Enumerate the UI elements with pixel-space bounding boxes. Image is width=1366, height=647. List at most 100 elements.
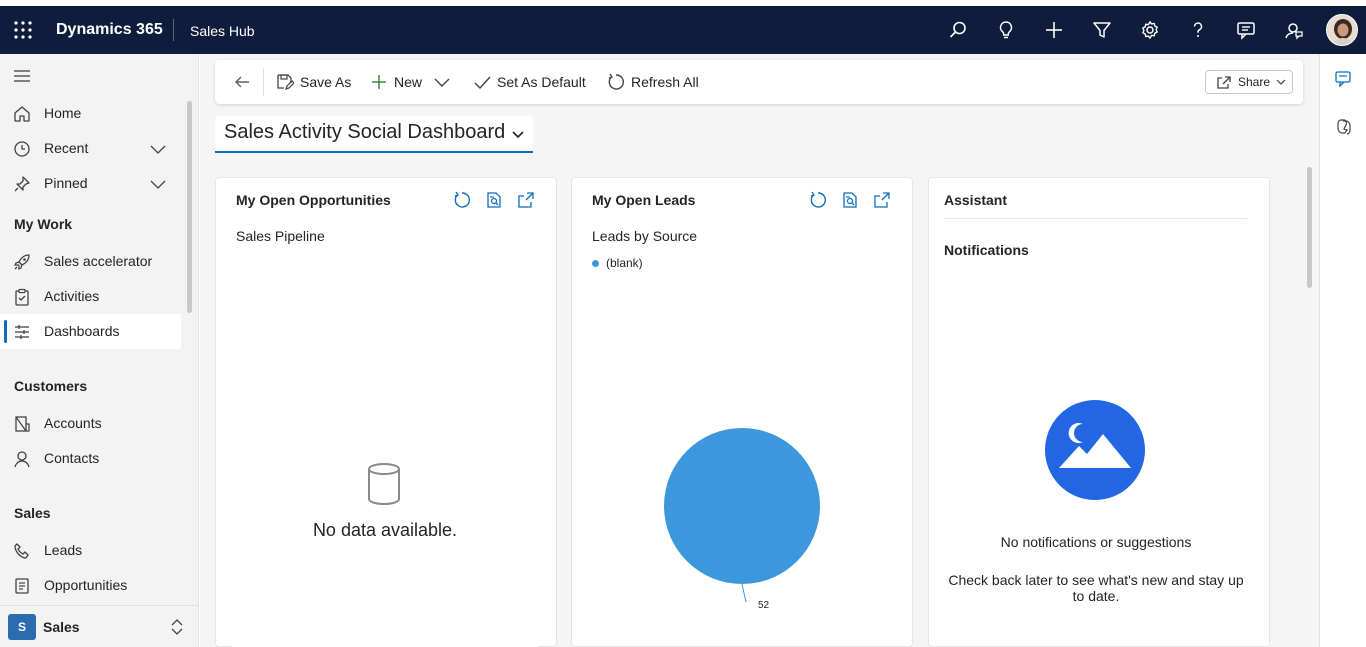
app-name[interactable]: Sales Hub (190, 23, 255, 39)
dashboard-title: Sales Activity Social Dashboard (224, 121, 506, 143)
home-icon (14, 106, 30, 122)
chevron-down-icon (1276, 79, 1286, 85)
copilot-icon[interactable] (1335, 118, 1353, 136)
set-as-default-button[interactable]: Set As Default (473, 72, 586, 92)
top-strip (0, 0, 1366, 6)
save-as-button[interactable]: Save As (276, 72, 351, 92)
command-bar: Save As New Set As Default Refresh All S… (215, 60, 1303, 104)
save-as-icon (277, 74, 294, 90)
sidebar-item-home[interactable]: Home (0, 96, 181, 131)
area-switcher[interactable]: S Sales (0, 605, 198, 647)
sidebar-item-sales-accelerator[interactable]: Sales accelerator (0, 244, 181, 279)
leads-by-source-pie[interactable]: 52 (632, 398, 872, 628)
chart-subtitle: Leads by Source (592, 228, 698, 244)
chart-legend[interactable]: (blank) (592, 256, 643, 270)
chat-icon[interactable] (1234, 18, 1258, 42)
sidebar-item-label: Accounts (44, 415, 102, 431)
app-launcher-icon[interactable] (14, 21, 32, 39)
save-as-label: Save As (300, 74, 352, 90)
main-scrollbar[interactable] (1307, 167, 1312, 288)
user-avatar[interactable] (1326, 14, 1358, 46)
sidebar-item-label: Leads (44, 542, 83, 558)
arrow-left-icon (235, 76, 249, 88)
view-records-icon[interactable] (840, 190, 860, 210)
rocket-icon (14, 254, 30, 270)
command-separator (263, 68, 264, 96)
share-icon (1217, 76, 1231, 89)
sidebar-item-label: Dashboards (44, 323, 120, 339)
sidebar-item-pinned[interactable]: Pinned (0, 166, 181, 201)
no-data-message: No data available. (312, 520, 458, 540)
chevron-down-icon (512, 131, 524, 139)
refresh-icon (608, 73, 625, 90)
back-button[interactable] (233, 72, 257, 92)
group-title-my-work: My Work (14, 216, 73, 232)
help-icon[interactable] (1186, 18, 1210, 42)
refresh-all-button[interactable]: Refresh All (607, 72, 699, 92)
expand-icon[interactable] (872, 190, 892, 210)
document-icon (15, 578, 29, 594)
sales-pipeline-chart: No data available. (232, 252, 538, 647)
sidebar-item-dashboards[interactable]: Dashboards (0, 314, 181, 349)
data-label-leader (741, 583, 747, 603)
sidebar-item-label: Contacts (44, 450, 100, 466)
brand-title[interactable]: Dynamics 365 (56, 21, 163, 38)
set-as-default-label: Set As Default (497, 74, 586, 90)
sidebar-scrollbar[interactable] (187, 101, 192, 313)
group-title-customers: Customers (14, 378, 88, 394)
share-label: Share (1238, 75, 1271, 89)
checkmark-icon (474, 76, 491, 90)
filter-icon[interactable] (1090, 18, 1114, 42)
chevron-down-icon[interactable] (150, 141, 166, 157)
right-rail (1319, 54, 1366, 647)
topbar-divider (173, 19, 174, 41)
card-title: My Open Leads (592, 192, 696, 208)
chat-icon[interactable] (1335, 70, 1353, 88)
top-bar: Dynamics 365 Sales Hub (0, 6, 1366, 54)
refresh-icon[interactable] (452, 190, 472, 210)
sidebar-item-label: Opportunities (44, 577, 128, 593)
sidebar-item-opportunities[interactable]: Opportunities (0, 568, 181, 603)
expand-icon[interactable] (516, 190, 536, 210)
feedback-icon[interactable] (1282, 18, 1306, 42)
main-content: Save As New Set As Default Refresh All S… (200, 54, 1319, 647)
refresh-icon[interactable] (808, 190, 828, 210)
view-records-icon[interactable] (484, 190, 504, 210)
plus-icon[interactable] (1042, 18, 1066, 42)
sidebar: Home Recent Pinned My Work Sales acceler… (0, 54, 199, 647)
share-button[interactable]: Share (1205, 70, 1293, 94)
hamburger-icon[interactable] (14, 68, 30, 84)
sidebar-item-leads[interactable]: Leads (0, 533, 181, 568)
sidebar-item-label: Recent (44, 140, 89, 156)
sidebar-item-label: Pinned (44, 175, 88, 191)
card-title: Assistant (944, 192, 1008, 208)
building-icon (15, 416, 30, 432)
sidebar-item-label: Sales accelerator (44, 253, 153, 269)
sidebar-item-label: Activities (44, 288, 100, 304)
person-icon (14, 451, 30, 468)
settings-icon[interactable] (1138, 18, 1162, 42)
pie-slice[interactable] (664, 428, 820, 584)
card-my-open-leads: My Open Leads Leads by Source (blank) 52 (571, 177, 913, 647)
new-button[interactable]: New (370, 72, 422, 92)
legend-label: (blank) (606, 256, 643, 270)
card-title: My Open Opportunities (236, 192, 391, 208)
empty-title: No notifications or suggestions (1000, 534, 1192, 550)
sidebar-item-accounts[interactable]: Accounts (0, 406, 181, 441)
chevron-down-icon[interactable] (150, 176, 166, 192)
dashboard-selector[interactable]: Sales Activity Social Dashboard (215, 116, 533, 153)
area-label: Sales (43, 619, 80, 635)
sidebar-item-recent[interactable]: Recent (0, 131, 181, 166)
clock-icon (14, 141, 30, 157)
clipboard-icon (15, 288, 29, 306)
search-icon[interactable] (946, 18, 970, 42)
sidebar-item-contacts[interactable]: Contacts (0, 441, 181, 476)
chevron-down-icon (434, 78, 450, 87)
sidebar-item-label: Home (44, 105, 82, 121)
new-dropdown-button[interactable] (433, 72, 457, 92)
lightbulb-icon[interactable] (994, 18, 1018, 42)
divider (944, 218, 1247, 219)
sidebar-item-activities[interactable]: Activities (0, 279, 181, 314)
group-title-sales: Sales (14, 505, 51, 521)
plus-icon (372, 75, 386, 89)
